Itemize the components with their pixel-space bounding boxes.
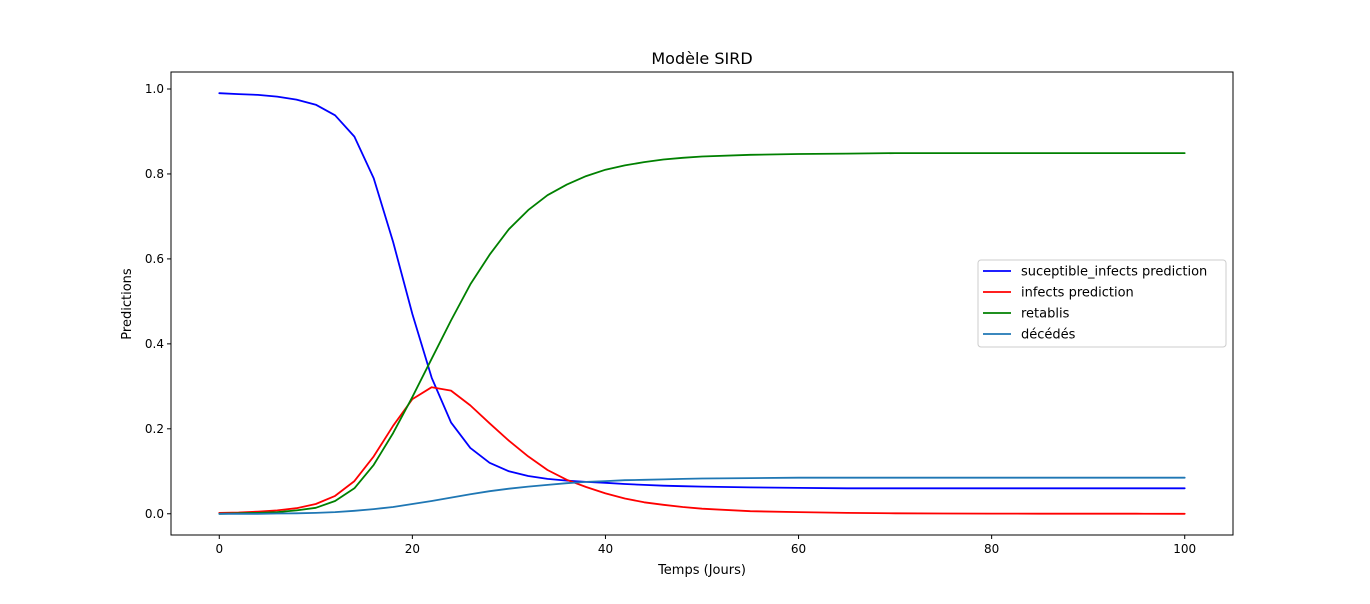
x-tick-label: 0 [215,542,223,556]
y-axis-ticks: 0.0 0.2 0.4 0.6 0.8 1.0 [145,82,171,521]
y-axis-label: Predictions [120,268,135,340]
chart-title: Modèle SIRD [651,49,752,68]
x-tick-label: 40 [598,542,613,556]
x-tick-label: 60 [791,542,806,556]
legend-label-0: suceptible_infects prediction [1021,265,1207,280]
y-tick-label: 1.0 [145,82,164,96]
y-tick-label: 0.4 [145,337,164,351]
y-tick-label: 0.2 [145,422,164,436]
x-tick-label: 20 [405,542,420,556]
series-line-1 [218,386,1186,515]
legend-items: suceptible_infects prediction infects pre… [983,265,1207,343]
x-tick-label: 80 [984,542,999,556]
plot-frame [170,71,1234,536]
legend-box [977,259,1227,348]
y-tick-label: 0.0 [145,507,164,521]
y-tick-label: 0.8 [145,167,164,181]
legend-label-3: décédés [1021,328,1076,343]
x-axis-ticks: 0 20 40 60 80 100 [215,535,1196,556]
legend-label-1: infects prediction [1021,286,1134,301]
series-line-3 [218,476,1186,515]
series-line-2 [218,152,1186,515]
legend: suceptible_infects prediction infects pre… [977,259,1227,348]
legend-label-2: retablis [1021,307,1070,322]
x-axis-label: Temps (Jours) [657,563,746,578]
y-tick-label: 0.6 [145,252,164,266]
x-tick-label: 100 [1173,542,1196,556]
series-line-0 [218,92,1186,490]
plot-series-group [218,92,1186,515]
